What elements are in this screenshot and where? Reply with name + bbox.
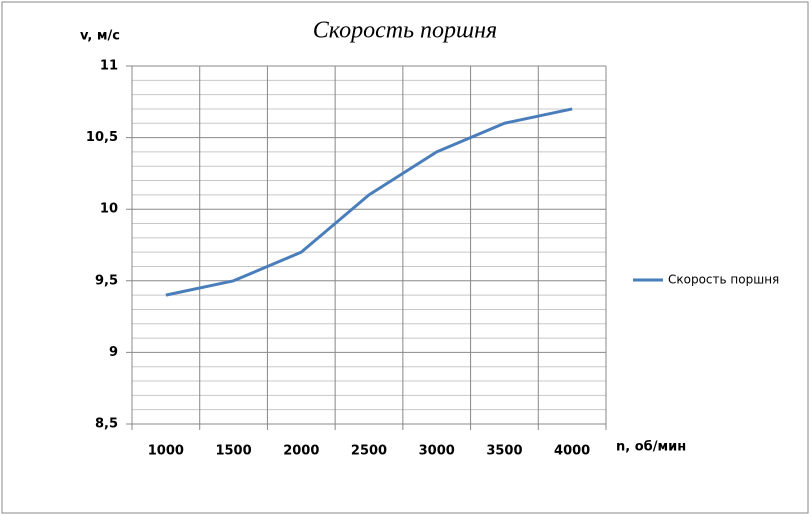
y-tick-label: 9 [109,345,118,360]
y-tick-label: 9,5 [95,273,118,288]
y-tick-label: 10 [100,202,118,217]
x-tick-label: 1500 [215,444,251,459]
y-axis-label: v, м/с [80,29,120,44]
legend-label: Скорость поршня [668,273,779,287]
chart-title: Скорость поршня [313,18,497,44]
y-tick-label: 8,5 [95,417,118,432]
x-tick-label: 3500 [486,444,522,459]
line-series [165,107,573,297]
x-tick-label: 3000 [419,444,455,459]
y-tick-label: 10,5 [86,130,118,145]
x-tick-label: 1000 [148,444,184,459]
x-axis-label: n, об/мин [616,440,686,455]
y-tick-label: 11 [100,59,118,74]
x-tick-label: 2500 [351,444,387,459]
x-tick-label: 2000 [283,444,319,459]
x-tick-label: 4000 [554,444,590,459]
